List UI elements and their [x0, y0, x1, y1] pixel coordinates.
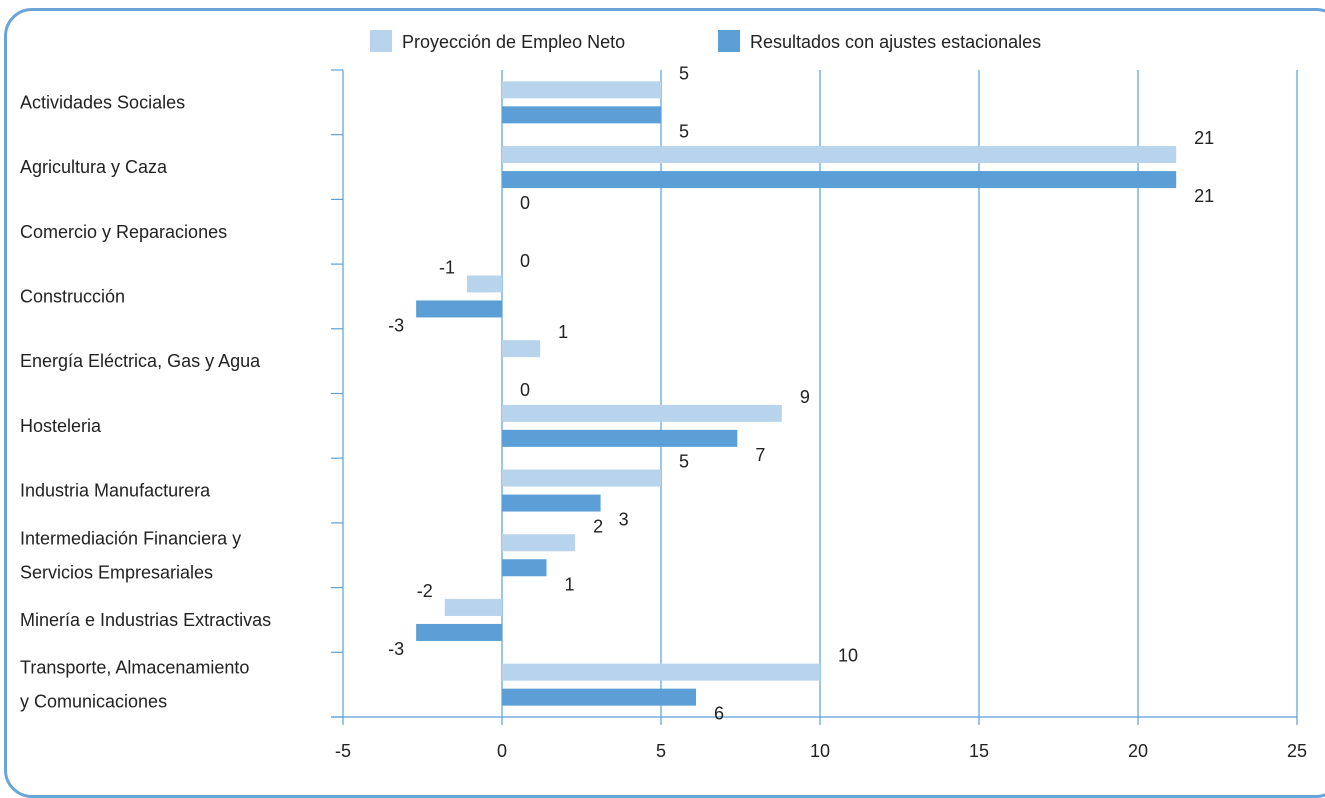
bar-projection [502, 469, 661, 487]
legend-swatch [718, 30, 740, 52]
bar-seasonal [416, 300, 502, 318]
legend-label: Resultados con ajustes estacionales [750, 32, 1041, 52]
data-label: 6 [714, 704, 724, 724]
data-label: 0 [520, 193, 530, 213]
data-label: 5 [679, 452, 689, 472]
data-label: 21 [1194, 128, 1214, 148]
bar-projection [502, 146, 1177, 164]
bar-projection [502, 663, 820, 681]
category-label: Comercio y Reparaciones [20, 222, 227, 242]
data-label: 10 [838, 646, 858, 666]
data-label: 2 [593, 516, 603, 536]
data-label: 21 [1194, 186, 1214, 206]
category-label: Construcción [20, 286, 125, 306]
data-label: 0 [520, 380, 530, 400]
bar-seasonal [502, 429, 738, 447]
data-label: -2 [417, 581, 433, 601]
x-tick-label: 0 [497, 741, 507, 761]
x-tick-label: -5 [335, 741, 351, 761]
bar-projection [502, 404, 782, 422]
bar-projection [444, 598, 502, 616]
data-label: 1 [558, 322, 568, 342]
category-label: Hosteleria [20, 416, 102, 436]
data-label: 5 [679, 63, 689, 83]
category-label: Industria Manufacturera [20, 481, 211, 501]
bar-seasonal [502, 106, 661, 124]
x-tick-label: 25 [1287, 741, 1307, 761]
bar-seasonal [502, 559, 547, 577]
bar-projection [467, 275, 502, 293]
data-label: 5 [679, 121, 689, 141]
category-label: Transporte, Almacenamiento [20, 658, 249, 678]
data-label: 1 [565, 574, 575, 594]
x-tick-label: 20 [1128, 741, 1148, 761]
category-label: Agricultura y Caza [20, 157, 168, 177]
data-label: 7 [755, 445, 765, 465]
category-label: Intermediación Financiera y [20, 528, 241, 548]
bar-seasonal [502, 494, 601, 512]
data-label: 0 [520, 251, 530, 271]
legend-swatch [370, 30, 392, 52]
data-label: -3 [388, 315, 404, 335]
data-label: -3 [388, 639, 404, 659]
bar-seasonal [416, 623, 502, 641]
data-label: -1 [439, 257, 455, 277]
category-label: Servicios Empresariales [20, 562, 213, 582]
bar-seasonal [502, 688, 696, 706]
legend-label: Proyección de Empleo Neto [402, 32, 625, 52]
x-tick-label: 10 [810, 741, 830, 761]
data-label: 9 [800, 387, 810, 407]
bar-projection [502, 340, 541, 358]
bar-seasonal [502, 171, 1177, 189]
bar-projection [502, 534, 576, 552]
category-label: Actividades Sociales [20, 92, 185, 112]
bar-projection [502, 81, 661, 99]
category-label: Energía Eléctrica, Gas y Agua [20, 351, 261, 371]
data-label: 3 [619, 510, 629, 530]
category-label: Minería e Industrias Extractivas [20, 610, 271, 630]
x-tick-label: 15 [969, 741, 989, 761]
category-label: y Comunicaciones [20, 692, 167, 712]
x-tick-label: 5 [656, 741, 666, 761]
